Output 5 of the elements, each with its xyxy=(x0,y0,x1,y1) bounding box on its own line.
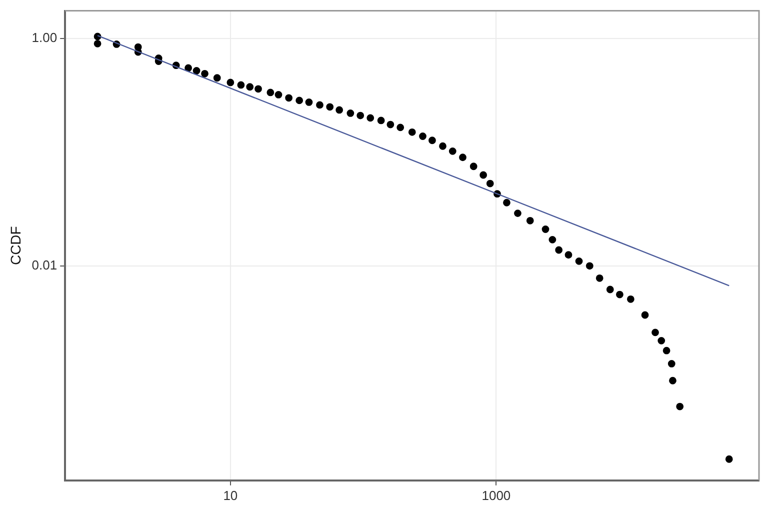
x-tick-label: 1000 xyxy=(482,488,511,503)
y-axis-title: CCDF xyxy=(7,226,24,266)
y-tick-label: 1.00 xyxy=(32,30,58,46)
y-tick-label: 0.01 xyxy=(32,257,58,272)
x-tick-label: 10 xyxy=(223,488,238,503)
